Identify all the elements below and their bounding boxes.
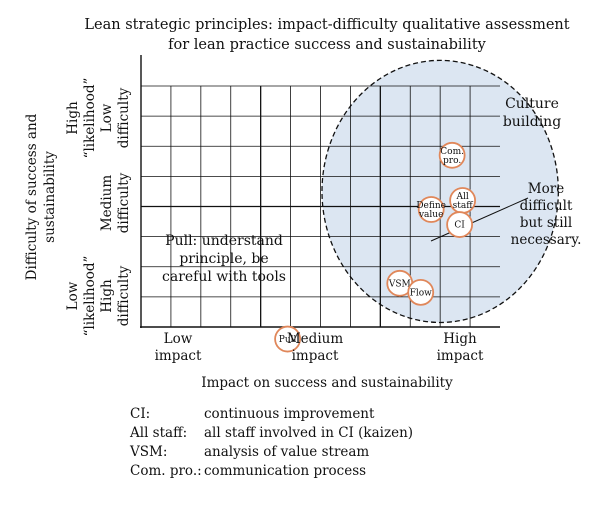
data-point-marker	[417, 196, 445, 223]
annotation-leader-line	[430, 197, 529, 242]
data-point-label: Define value	[416, 201, 446, 220]
annotation-pull: Pull: understand principle, be careful wit…	[162, 233, 286, 285]
y-tick-label: High	[99, 279, 115, 313]
data-point-label: All staff	[453, 192, 474, 211]
legend-row: VSM: analysis of value stream	[130, 443, 413, 462]
data-point-label: VSM	[388, 279, 411, 289]
x-tick-label: Low impact	[155, 331, 202, 364]
data-point-marker	[274, 325, 301, 353]
data-point-label: CI	[454, 221, 465, 231]
legend-row: All staff: all staff involved in CI (kai…	[130, 424, 413, 443]
legend-definition: continuous improvement	[204, 406, 375, 422]
data-point-label: Flow	[410, 288, 433, 298]
y-tick-label: Low	[65, 281, 81, 310]
x-tick-label: High impact	[437, 331, 484, 364]
y-tick-label: difficulty	[116, 265, 132, 326]
x-tick-label: Medium impact	[287, 331, 343, 364]
legend-definition: analysis of value stream	[204, 444, 370, 460]
y-tick-label: “likelihood”	[82, 78, 98, 159]
data-point-label: Com. pro.	[440, 147, 464, 166]
annotation-more-difficult: More difficult but still necessary.	[511, 181, 582, 248]
y-tick-label: Low	[99, 103, 115, 132]
y-tick-label: difficulty	[116, 87, 132, 148]
legend-definition: communication process	[204, 463, 367, 479]
axes	[140, 55, 500, 328]
legend-term: CI:	[130, 406, 151, 422]
x-axis-label: Impact on success and sustainability	[201, 375, 453, 391]
y-tick-label: “likelihood”	[82, 256, 98, 337]
data-point-marker	[446, 211, 474, 238]
legend-row: Com. pro.: communication process	[130, 462, 413, 481]
data-point-marker	[407, 278, 435, 306]
data-point-marker	[438, 141, 466, 169]
legend: CI: continuous improvement All staff: al…	[130, 405, 413, 481]
y-tick-label: difficulty	[116, 172, 132, 233]
legend-term: VSM:	[130, 444, 168, 460]
data-point-label: Pull	[279, 335, 297, 345]
chart-title: Lean strategic principles: impact-diffic…	[84, 17, 569, 53]
annotation-culture-building: Culture building	[503, 96, 561, 130]
legend-definition: all staff involved in CI (kaizen)	[204, 425, 414, 441]
legend-row: CI: continuous improvement	[130, 405, 413, 424]
legend-term: All staff:	[130, 425, 188, 441]
y-tick-label: High	[65, 101, 81, 135]
annotation-leaders	[430, 197, 529, 242]
y-tick-label: Medium	[99, 175, 115, 231]
legend-term: Com. pro.:	[130, 463, 202, 479]
y-axis-label: Difficulty of success and sustainability	[24, 113, 58, 280]
